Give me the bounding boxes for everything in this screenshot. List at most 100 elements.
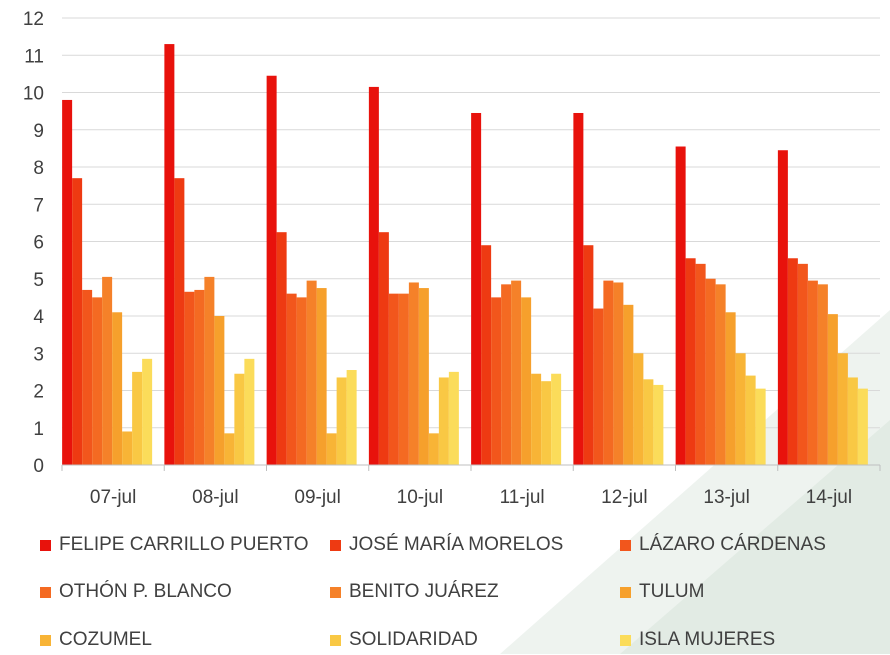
bar (481, 245, 492, 465)
legend-item: TULUM (620, 577, 704, 607)
bar (857, 388, 868, 465)
bar (72, 178, 83, 466)
bar (346, 370, 357, 465)
bar (755, 388, 766, 465)
bar (102, 276, 113, 465)
x-tick-label: 09-jul (294, 487, 340, 508)
legend-label: ISLA MUJERES (639, 629, 776, 650)
bar (807, 280, 818, 465)
y-tick-label: 0 (33, 456, 44, 477)
bar (643, 379, 654, 465)
legend-label: COZUMEL (59, 629, 152, 650)
bar (428, 433, 439, 465)
bar (388, 293, 399, 465)
bar (593, 308, 604, 465)
bar (92, 297, 103, 465)
legend-swatch (330, 634, 341, 646)
bar (234, 373, 245, 465)
bar (613, 282, 624, 465)
bar (316, 288, 327, 465)
bar (675, 146, 686, 465)
y-tick-label: 2 (33, 382, 44, 403)
bar (745, 375, 756, 465)
bar (777, 150, 788, 466)
y-tick-label: 10 (23, 84, 44, 105)
y-tick-label: 11 (24, 46, 44, 67)
bar (418, 288, 429, 465)
legend-label: OTHÓN P. BLANCO (59, 581, 232, 602)
y-tick-label: 4 (33, 307, 44, 328)
x-tick-label: 10-jul (397, 487, 443, 508)
legend-item: COZUMEL (40, 625, 152, 655)
bar (695, 263, 706, 465)
legend-item: ISLA MUJERES (620, 625, 775, 655)
y-tick-label: 12 (23, 9, 44, 30)
bar (501, 284, 512, 465)
bar (184, 291, 195, 465)
bar (653, 384, 664, 465)
bar (336, 377, 347, 465)
legend-swatch (40, 586, 51, 598)
legend-swatch (620, 586, 631, 598)
bar (438, 377, 449, 465)
legend-item: LÁZARO CÁRDENAS (620, 530, 826, 560)
bar (827, 314, 838, 465)
bar (573, 112, 584, 466)
legend-label: LÁZARO CÁRDENAS (639, 534, 826, 555)
legend-swatch (330, 586, 341, 598)
bar (837, 353, 848, 465)
bar (705, 278, 716, 465)
legend-swatch (330, 539, 341, 551)
bar (112, 312, 123, 465)
bar (685, 258, 696, 465)
bar (408, 282, 419, 465)
legend-item: BENITO JUÁREZ (330, 577, 499, 607)
bar (448, 371, 459, 465)
legend-label: JOSÉ MARÍA MORELOS (349, 534, 564, 555)
bar (194, 289, 205, 465)
bar (306, 280, 317, 465)
bar (531, 373, 542, 465)
legend-label: BENITO JUÁREZ (349, 581, 499, 602)
legend-item: SOLIDARIDAD (330, 625, 478, 655)
legend-swatch (620, 634, 631, 646)
bar (142, 358, 153, 465)
bar (266, 75, 277, 466)
bar (286, 293, 297, 465)
bar (82, 289, 93, 465)
x-tick-label: 13-jul (703, 487, 749, 508)
bar (132, 371, 143, 465)
x-axis-ticks: 07-jul 08-jul 09-jul 10-jul 11-jul 12-jul 13-j… (90, 487, 852, 508)
bar (164, 44, 175, 465)
x-tick-label: 08-jul (192, 487, 238, 508)
bar (471, 112, 482, 466)
y-tick-label: 1 (33, 419, 44, 440)
bar (735, 353, 746, 465)
legend-label: TULUM (639, 581, 705, 602)
bar (511, 280, 522, 465)
bar (224, 433, 235, 465)
y-tick-label: 5 (33, 270, 44, 291)
legend-swatch (620, 539, 631, 551)
bar (521, 297, 532, 465)
bar (62, 99, 73, 465)
bar (244, 358, 255, 465)
legend-label: SOLIDARIDAD (349, 629, 478, 650)
y-tick-label: 3 (33, 344, 44, 365)
bar (603, 280, 614, 465)
bar (551, 373, 562, 465)
bar (326, 433, 337, 465)
bar (174, 178, 185, 466)
bar (715, 284, 726, 465)
bar (491, 297, 502, 465)
legend-swatch (40, 634, 51, 646)
x-tick-label: 07-jul (90, 487, 136, 508)
bar (623, 304, 634, 465)
legend: FELIPE CARRILLO PUERTO JOSÉ MARÍA MORELOS… (0, 528, 890, 654)
bar (847, 377, 858, 465)
bar (797, 263, 808, 465)
bar (787, 258, 798, 465)
x-tick-label: 14-jul (806, 487, 852, 508)
